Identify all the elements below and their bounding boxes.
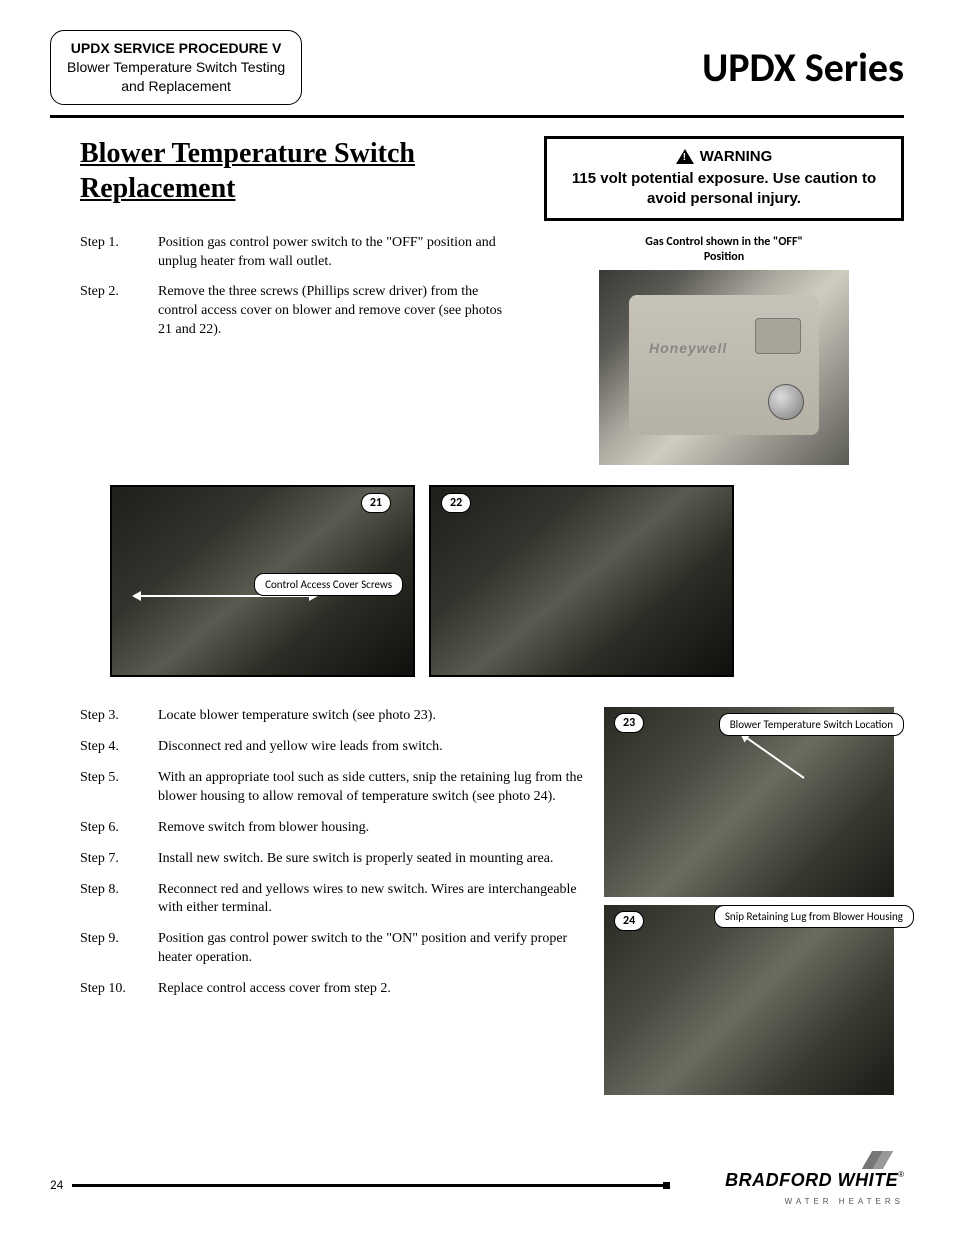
section-title: Blower Temperature Switch Replacement	[80, 136, 514, 206]
lower-left-column: Step 3. Locate blower temperature switch…	[50, 707, 584, 1095]
step-label: Step 9.	[80, 930, 158, 968]
step-text: Locate blower temperature switch (see ph…	[158, 707, 584, 726]
step-1: Step 1. Position gas control power switc…	[80, 234, 514, 272]
procedure-subtitle-1: Blower Temperature Switch Testing	[67, 58, 285, 77]
photo-number-badge: 21	[361, 493, 391, 513]
procedure-subtitle-2: and Replacement	[67, 77, 285, 96]
gas-control-caption: Gas Control shown in the "OFF" Position	[645, 235, 802, 264]
step-label: Step 1.	[80, 234, 158, 272]
lower-right-column: 23 Blower Temperature Switch Location 24…	[604, 707, 904, 1095]
warning-header: WARNING	[676, 147, 773, 167]
left-column: Blower Temperature Switch Replacement St…	[50, 136, 514, 466]
gas-control-brand: Honeywell	[649, 340, 727, 356]
photo-number-badge: 24	[614, 911, 644, 931]
step-text: Install new switch. Be sure switch is pr…	[158, 850, 584, 869]
step-label: Step 6.	[80, 819, 158, 838]
step-label: Step 4.	[80, 738, 158, 757]
callout-snip-lug: Snip Retaining Lug from Blower Housing	[714, 905, 914, 928]
step-3: Step 3. Locate blower temperature switch…	[80, 707, 584, 726]
step-label: Step 3.	[80, 707, 158, 726]
step-text: Position gas control power switch to the…	[158, 930, 584, 968]
step-text: Position gas control power switch to the…	[158, 234, 514, 272]
brand-swoosh-icon	[844, 1151, 904, 1169]
top-columns: Blower Temperature Switch Replacement St…	[50, 136, 904, 466]
step-text: Remove the three screws (Phillips screw …	[158, 283, 514, 340]
warning-triangle-icon	[676, 149, 694, 164]
page-rule	[72, 1184, 664, 1187]
photo-number-badge: 22	[441, 493, 471, 513]
callout-control-access: Control Access Cover Screws	[254, 573, 403, 596]
step-5: Step 5. With an appropriate tool such as…	[80, 769, 584, 807]
page-number: 24	[50, 1178, 63, 1193]
right-column: WARNING 115 volt potential exposure. Use…	[544, 136, 904, 466]
step-label: Step 10.	[80, 980, 158, 999]
photo-number-badge: 23	[614, 713, 644, 733]
photo-21: 21 Control Access Cover Screws	[110, 485, 415, 677]
brand-tagline: WATER HEATERS	[785, 1197, 904, 1206]
step-7: Step 7. Install new switch. Be sure swit…	[80, 850, 584, 869]
series-title: UPDX Series	[702, 43, 904, 92]
step-label: Step 5.	[80, 769, 158, 807]
step-text: Remove switch from blower housing.	[158, 819, 584, 838]
warning-box: WARNING 115 volt potential exposure. Use…	[544, 136, 904, 222]
arrow-indicator	[746, 737, 804, 779]
photo-gas-control: Honeywell	[599, 270, 849, 465]
photo-22: 22	[429, 485, 734, 677]
step-4: Step 4. Disconnect red and yellow wire l…	[80, 738, 584, 757]
warning-title: WARNING	[700, 147, 773, 167]
header-divider	[50, 115, 904, 118]
step-9: Step 9. Position gas control power switc…	[80, 930, 584, 968]
step-2: Step 2. Remove the three screws (Phillip…	[80, 283, 514, 340]
photo-24: 24 Snip Retaining Lug from Blower Housin…	[604, 905, 894, 1095]
procedure-box: UPDX SERVICE PROCEDURE V Blower Temperat…	[50, 30, 302, 105]
step-text: Disconnect red and yellow wire leads fro…	[158, 738, 584, 757]
step-6: Step 6. Remove switch from blower housin…	[80, 819, 584, 838]
step-text: Reconnect red and yellows wires to new s…	[158, 881, 584, 919]
warning-body: 115 volt potential exposure. Use caution…	[561, 169, 887, 208]
step-text: Replace control access cover from step 2…	[158, 980, 584, 999]
step-10: Step 10. Replace control access cover fr…	[80, 980, 584, 999]
brand-logo: BRADFORD WHITE® WATER HEATERS	[725, 1151, 904, 1209]
callout-temp-switch: Blower Temperature Switch Location	[719, 713, 904, 736]
procedure-title: UPDX SERVICE PROCEDURE V	[67, 39, 285, 58]
step-label: Step 8.	[80, 881, 158, 919]
step-label: Step 2.	[80, 283, 158, 340]
step-8: Step 8. Reconnect red and yellows wires …	[80, 881, 584, 919]
brand-name: BRADFORD WHITE	[725, 1170, 898, 1190]
photo-23: 23 Blower Temperature Switch Location	[604, 707, 894, 897]
page-header: UPDX SERVICE PROCEDURE V Blower Temperat…	[50, 30, 904, 105]
step-label: Step 7.	[80, 850, 158, 869]
photo-row-21-22: 21 Control Access Cover Screws 22	[110, 485, 904, 677]
lower-section: Step 3. Locate blower temperature switch…	[50, 707, 904, 1095]
registered-mark: ®	[898, 1170, 904, 1179]
step-text: With an appropriate tool such as side cu…	[158, 769, 584, 807]
